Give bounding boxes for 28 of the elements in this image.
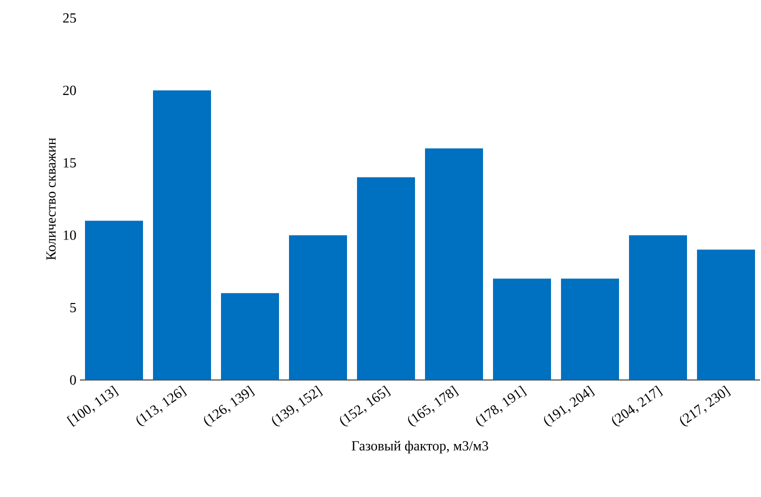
bar bbox=[85, 220, 143, 380]
x-tick-label: (178, 191] bbox=[476, 385, 527, 426]
y-axis-title: Количество скважин bbox=[46, 138, 56, 260]
bar bbox=[493, 278, 552, 380]
y-tick-label: 20 bbox=[63, 86, 76, 96]
x-tick-label: (152, 165] bbox=[340, 385, 391, 426]
x-tick-label: (165, 178] bbox=[408, 385, 459, 426]
bar bbox=[425, 148, 484, 380]
bar bbox=[289, 235, 348, 380]
x-tick-label: [100, 113] bbox=[66, 385, 119, 427]
bar bbox=[357, 177, 416, 380]
y-tick-label: 5 bbox=[70, 302, 76, 312]
y-tick-label: 10 bbox=[64, 230, 76, 240]
bar bbox=[221, 293, 280, 380]
x-tick-label: (113, 126] bbox=[136, 386, 187, 426]
x-axis-title: Газовый фактор, м3/м3 bbox=[352, 440, 488, 454]
x-tick-label: (217, 230] bbox=[680, 385, 731, 426]
bar bbox=[561, 278, 620, 380]
x-tick-label: (191, 204] bbox=[544, 385, 595, 426]
bar bbox=[153, 90, 212, 380]
y-tick-label: 25 bbox=[63, 13, 76, 23]
y-tick-label: 0 bbox=[70, 375, 76, 385]
x-tick-label: (126, 139] bbox=[204, 385, 255, 426]
y-tick-label: 15 bbox=[64, 158, 76, 168]
x-tick-label: (204, 217] bbox=[612, 385, 663, 426]
x-tick-label: (139, 152] bbox=[272, 385, 323, 426]
bar bbox=[629, 235, 688, 380]
bar bbox=[697, 250, 756, 380]
